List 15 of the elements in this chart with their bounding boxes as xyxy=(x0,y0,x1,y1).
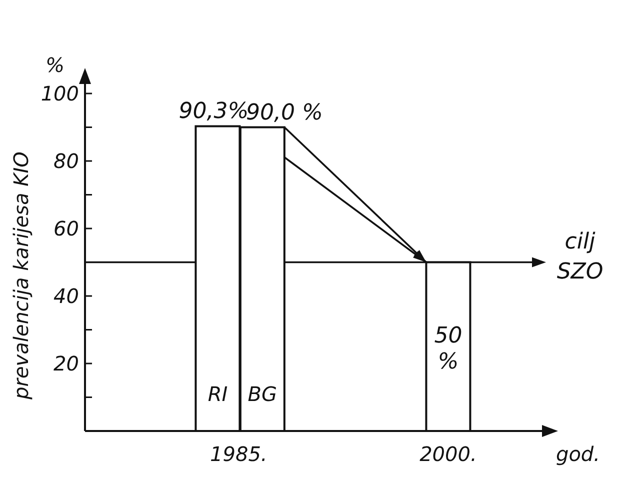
x-tick-label: 2000. xyxy=(420,442,477,466)
y-tick-label: 100 xyxy=(40,82,79,106)
y-tick-label: 60 xyxy=(54,216,79,240)
series-label: BG xyxy=(248,382,278,406)
text: % xyxy=(45,53,65,77)
data-label: 90,0 % xyxy=(246,100,323,126)
y-axis-title: prevalencija karijesa KIO xyxy=(9,152,33,400)
y-tick-label: 20 xyxy=(54,352,79,376)
series-label: RI xyxy=(208,382,228,406)
x-tick-label: 1985. xyxy=(210,442,268,466)
ref-line-label: cilj SZO xyxy=(556,229,604,284)
x-axis-title: god. xyxy=(556,442,600,466)
y-tick-label: 40 xyxy=(54,284,79,308)
data-label: 50 % xyxy=(434,323,462,374)
y-tick-label: 80 xyxy=(54,149,79,173)
